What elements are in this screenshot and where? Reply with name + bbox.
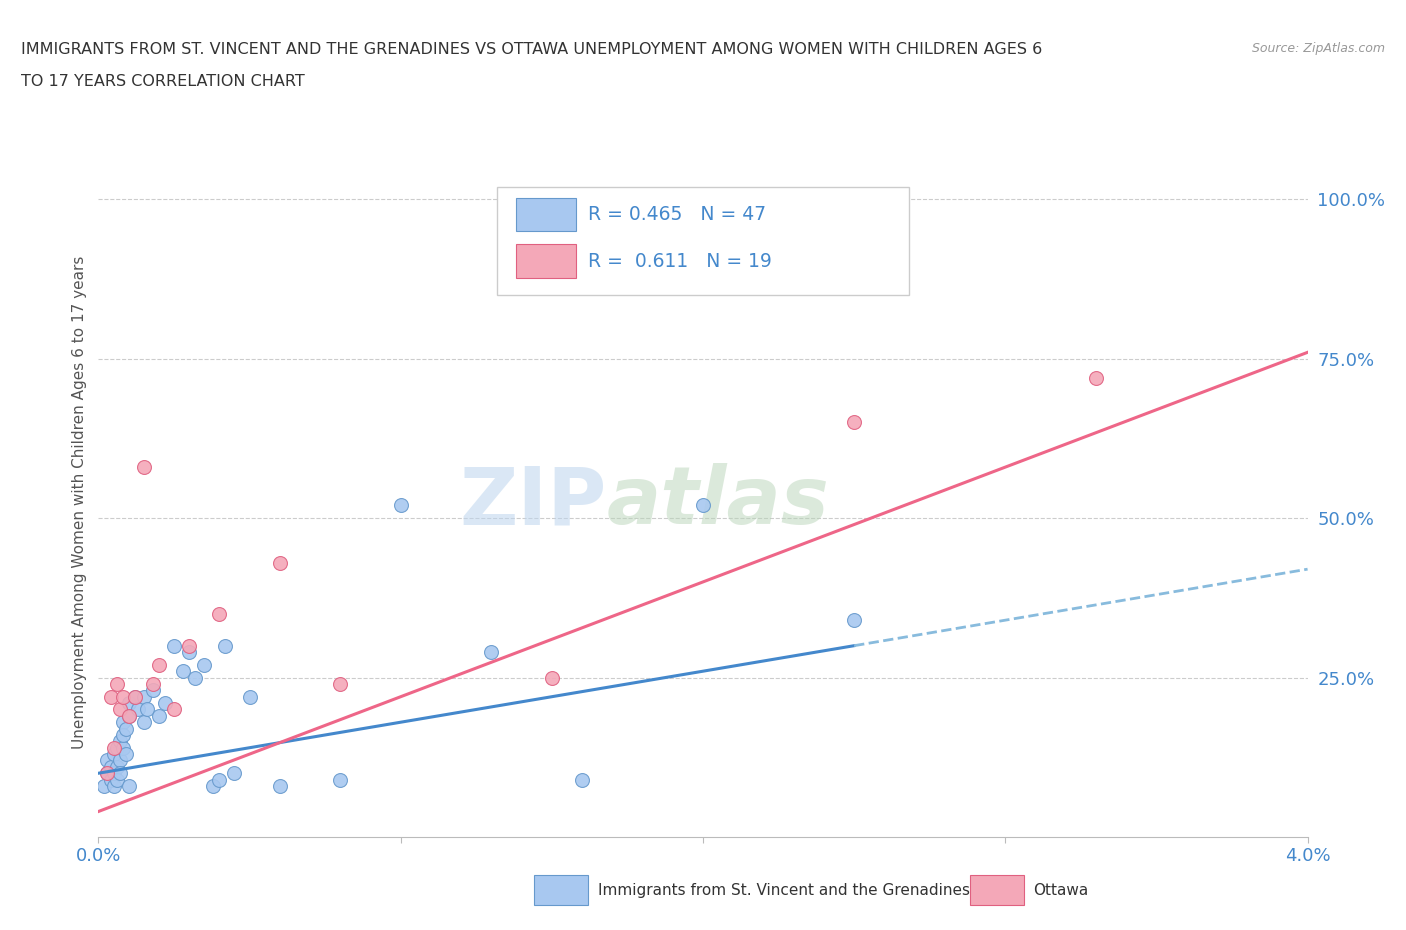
Point <box>163 638 186 653</box>
Text: Ottawa: Ottawa <box>1033 883 1088 897</box>
Point <box>208 772 231 787</box>
Y-axis label: Unemployment Among Women with Children Ages 6 to 17 years: Unemployment Among Women with Children A… <box>72 256 87 749</box>
FancyBboxPatch shape <box>498 188 908 295</box>
Point <box>124 689 146 704</box>
Point <box>193 658 215 672</box>
Point <box>172 664 194 679</box>
Point <box>148 709 170 724</box>
Point <box>481 644 503 659</box>
Point <box>108 702 131 717</box>
Point <box>118 709 141 724</box>
Point <box>108 753 131 768</box>
Point <box>329 676 352 691</box>
Point <box>108 734 131 749</box>
Point <box>103 740 125 755</box>
Point <box>114 721 136 736</box>
FancyBboxPatch shape <box>516 197 576 231</box>
Point <box>103 747 125 762</box>
Point <box>96 765 118 780</box>
Text: Source: ZipAtlas.com: Source: ZipAtlas.com <box>1251 42 1385 55</box>
Point <box>111 689 134 704</box>
Point <box>239 689 262 704</box>
Point <box>541 671 564 685</box>
Point <box>142 676 165 691</box>
Point <box>105 676 128 691</box>
Point <box>153 696 176 711</box>
Point <box>105 740 128 755</box>
Text: R =  0.611   N = 19: R = 0.611 N = 19 <box>588 252 772 271</box>
Point <box>269 555 291 570</box>
Point <box>184 671 207 685</box>
Point <box>202 778 225 793</box>
Point <box>118 709 141 724</box>
Point <box>124 689 146 704</box>
Point <box>214 638 236 653</box>
Point <box>135 702 157 717</box>
Text: TO 17 YEARS CORRELATION CHART: TO 17 YEARS CORRELATION CHART <box>21 74 305 89</box>
Text: ZIP: ZIP <box>458 463 606 541</box>
Point <box>103 778 125 793</box>
Point <box>224 765 246 780</box>
Point <box>163 702 186 717</box>
Point <box>692 498 714 512</box>
Point <box>96 753 118 768</box>
Point <box>105 772 128 787</box>
Point <box>389 498 412 512</box>
Point <box>844 613 866 628</box>
Point <box>108 765 131 780</box>
Point <box>111 740 134 755</box>
Point <box>114 747 136 762</box>
Point <box>118 778 141 793</box>
Point <box>100 772 122 787</box>
Point <box>132 715 155 730</box>
Text: R = 0.465   N = 47: R = 0.465 N = 47 <box>588 205 766 224</box>
Point <box>179 644 201 659</box>
Point <box>127 702 149 717</box>
Point <box>111 715 134 730</box>
Point <box>142 683 165 698</box>
Point <box>96 765 118 780</box>
Text: IMMIGRANTS FROM ST. VINCENT AND THE GRENADINES VS OTTAWA UNEMPLOYMENT AMONG WOME: IMMIGRANTS FROM ST. VINCENT AND THE GREN… <box>21 42 1042 57</box>
Point <box>93 778 115 793</box>
Point <box>111 727 134 742</box>
Point <box>329 772 352 787</box>
Point <box>118 696 141 711</box>
Point <box>179 638 201 653</box>
Point <box>103 765 125 780</box>
Text: atlas: atlas <box>606 463 830 541</box>
Point <box>844 415 866 430</box>
Point <box>100 689 122 704</box>
Point <box>132 459 155 474</box>
Text: Immigrants from St. Vincent and the Grenadines: Immigrants from St. Vincent and the Gren… <box>598 883 970 897</box>
FancyBboxPatch shape <box>516 245 576 278</box>
Point <box>1085 370 1108 385</box>
Point <box>105 760 128 775</box>
Point <box>208 606 231 621</box>
Point <box>269 778 291 793</box>
Point <box>571 772 593 787</box>
Point <box>100 760 122 775</box>
Point <box>132 689 155 704</box>
Point <box>148 658 170 672</box>
